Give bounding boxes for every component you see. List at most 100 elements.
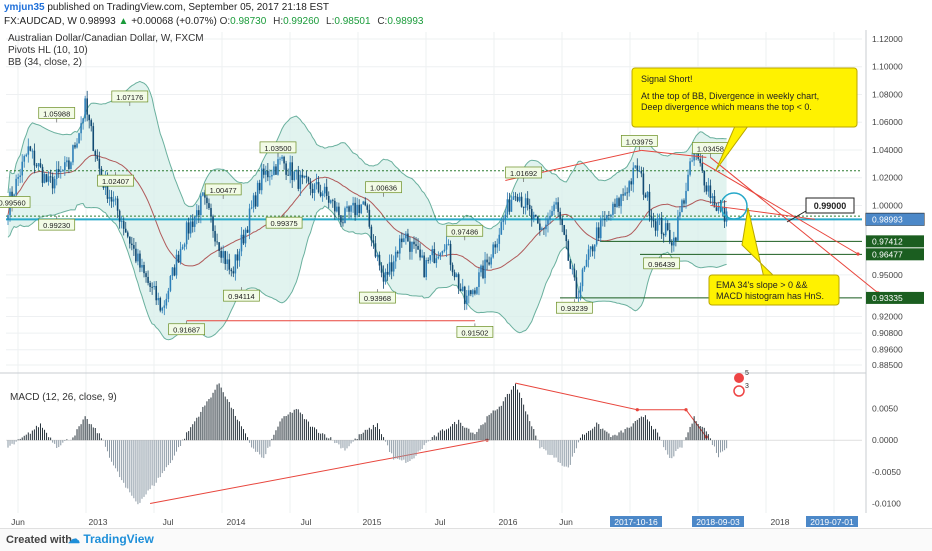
candle-body bbox=[721, 207, 724, 209]
candle-body bbox=[43, 174, 46, 183]
candle-body bbox=[437, 256, 440, 259]
time-axis[interactable]: Jun 2013 Jul 2014 Jul 2015 Jul 2016 Jun 2017-10-1… bbox=[11, 516, 858, 527]
candle-body bbox=[267, 170, 269, 178]
bb-upper-line bbox=[7, 80, 727, 230]
candle-body bbox=[295, 169, 298, 172]
candle-body bbox=[510, 199, 513, 212]
candle-body bbox=[614, 203, 616, 207]
candle-body bbox=[31, 150, 34, 152]
price-axis[interactable]: 1.12000 1.10000 1.08000 1.06000 1.04000 1.020… bbox=[865, 34, 925, 370]
candle-body bbox=[413, 241, 415, 245]
ema-note[interactable] bbox=[708, 274, 840, 306]
candle-body bbox=[346, 206, 348, 209]
pivot-box bbox=[223, 289, 260, 302]
event-flag-icon[interactable] bbox=[734, 373, 744, 383]
candle-body bbox=[681, 200, 683, 213]
trend-arrow-head bbox=[684, 408, 688, 412]
tradingview-logo[interactable]: ☁ TradingView bbox=[68, 532, 154, 546]
candle-body bbox=[244, 229, 247, 244]
candle-body bbox=[524, 198, 527, 208]
candle-body bbox=[214, 231, 216, 242]
candle-body bbox=[455, 274, 458, 278]
bb-lower-line bbox=[7, 202, 727, 341]
candle-body bbox=[151, 286, 153, 288]
pivot-box bbox=[556, 301, 593, 314]
candle-body bbox=[557, 202, 559, 212]
candle-body bbox=[707, 185, 710, 192]
candle-body bbox=[563, 225, 566, 235]
price-tick-label: 0.88500 bbox=[872, 360, 903, 370]
candle-body bbox=[685, 190, 687, 204]
candle-body bbox=[242, 234, 245, 244]
candle-body bbox=[291, 162, 293, 181]
time-tick-label: 2017-10-16 bbox=[614, 517, 658, 527]
candle-body bbox=[589, 246, 592, 250]
price-tick-label: 1.06000 bbox=[872, 117, 903, 127]
candle-body bbox=[514, 196, 517, 198]
pivot-label: 1.00636 bbox=[370, 184, 397, 193]
open-key: O: bbox=[219, 16, 231, 27]
candle-body bbox=[372, 240, 375, 244]
candle-body bbox=[593, 244, 596, 252]
pivot-labels: 1.05988 1.07176 1.02407 0.99560 0.99230 0.916… bbox=[0, 90, 729, 338]
candle-body bbox=[431, 249, 434, 256]
time-tick-label: Jul bbox=[301, 517, 312, 527]
price-tick-label: 0.89600 bbox=[872, 345, 903, 355]
pivot-box bbox=[38, 107, 76, 119]
candle-body bbox=[634, 165, 637, 168]
candle-body bbox=[297, 169, 300, 189]
candle-body bbox=[366, 205, 369, 210]
time-tick-label: 2016 bbox=[499, 517, 518, 527]
candle-body bbox=[583, 266, 586, 270]
candle-body bbox=[498, 234, 501, 244]
legend-macd[interactable]: MACD (12, 26, close, 9) bbox=[10, 392, 117, 403]
candle-body bbox=[260, 168, 263, 191]
signal-note[interactable] bbox=[631, 67, 858, 128]
candle-body bbox=[573, 268, 576, 278]
event-refresh-icon[interactable] bbox=[733, 385, 745, 397]
candle-body bbox=[163, 305, 166, 308]
candle-body bbox=[147, 276, 149, 283]
candle-body bbox=[90, 120, 93, 127]
macd-trend-up bbox=[150, 439, 488, 504]
candle-body bbox=[541, 228, 543, 231]
candle-body bbox=[618, 198, 620, 207]
candle-body bbox=[461, 286, 464, 291]
candle-body bbox=[388, 262, 391, 275]
candle-body bbox=[185, 222, 188, 245]
legend-bb[interactable]: BB (34, close, 2) bbox=[8, 57, 82, 68]
candle-body bbox=[622, 194, 624, 196]
pivot-label: 1.03975 bbox=[626, 137, 653, 146]
pivot-label: 1.07176 bbox=[116, 93, 143, 102]
price-tick-label: 0.90800 bbox=[872, 328, 903, 338]
candle-body bbox=[21, 161, 24, 176]
candle-body bbox=[340, 215, 342, 223]
candle-body bbox=[271, 175, 273, 177]
candle-body bbox=[494, 244, 496, 248]
macd-tick-label: 0.0050 bbox=[872, 404, 898, 414]
candle-body bbox=[124, 228, 127, 233]
chart-area[interactable]: 1.05988 1.07176 1.02407 0.99560 0.99230 0.916… bbox=[0, 30, 932, 528]
trend-line-down-c bbox=[710, 204, 816, 220]
candle-body bbox=[285, 163, 287, 175]
candle-body bbox=[662, 233, 665, 236]
pivot-label: 0.99560 bbox=[0, 199, 26, 208]
candle-body bbox=[516, 197, 519, 201]
candle-body bbox=[317, 182, 320, 193]
legend-pivots[interactable]: Pivots HL (10, 10) bbox=[8, 45, 88, 56]
candle-body bbox=[628, 181, 630, 193]
candle-body bbox=[287, 174, 289, 176]
highlight-circle bbox=[720, 192, 748, 220]
candle-body bbox=[547, 219, 549, 225]
level-callout[interactable] bbox=[805, 197, 855, 214]
pivot-label: 0.91502 bbox=[461, 328, 488, 337]
candle-body bbox=[323, 186, 326, 194]
time-badge bbox=[692, 516, 744, 527]
candle-body bbox=[565, 234, 568, 242]
candle-body bbox=[463, 286, 466, 305]
candle-body bbox=[59, 171, 62, 172]
price-level-badge bbox=[866, 235, 924, 248]
username-link[interactable]: ymjun35 bbox=[4, 2, 45, 13]
candle-body bbox=[398, 238, 401, 254]
candle-body bbox=[671, 242, 673, 246]
